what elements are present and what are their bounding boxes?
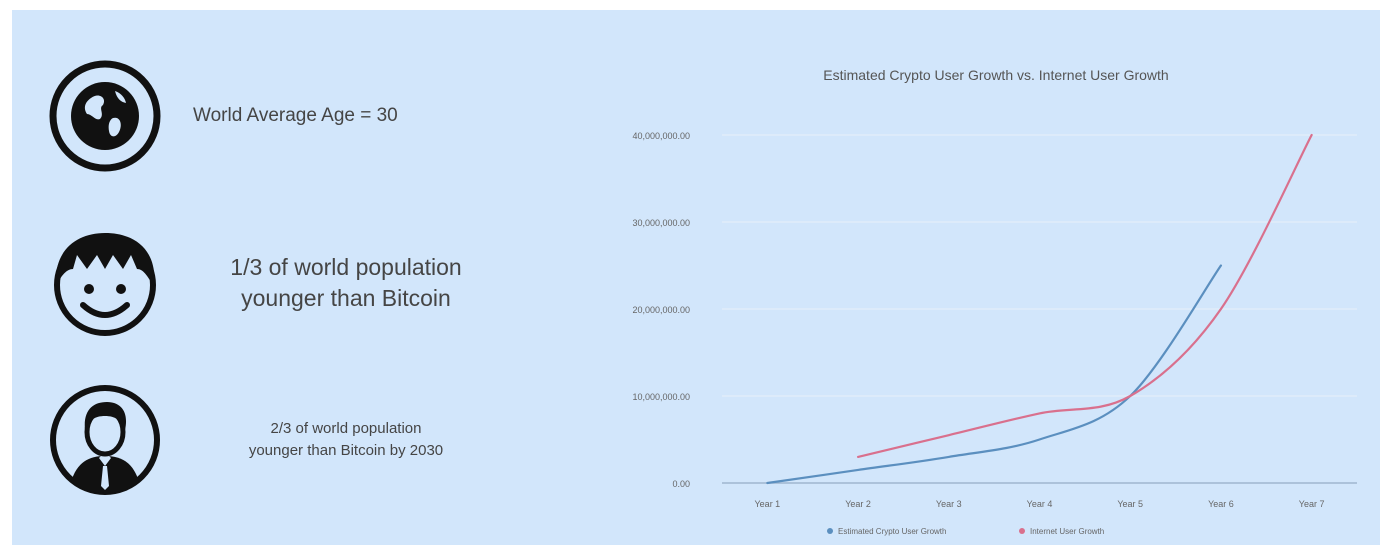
smiling-child-icon xyxy=(47,225,163,341)
growth-line-chart: Estimated Crypto User Growth vs. Interne… xyxy=(592,40,1380,545)
x-tick-label: Year 2 xyxy=(845,499,871,509)
younger-than-bitcoin-by-2030-text: 2/3 of world population younger than Bit… xyxy=(201,418,491,462)
y-tick-label: 20,000,000.00 xyxy=(632,305,690,315)
chart-series xyxy=(766,133,1313,485)
legend-marker xyxy=(827,528,833,534)
legend-marker xyxy=(1019,528,1025,534)
younger-than-bitcoin-line-1: 1/3 of world population xyxy=(230,254,462,280)
younger-than-bitcoin-line-2: younger than Bitcoin xyxy=(241,285,451,311)
globe-icon xyxy=(47,58,163,174)
stat-world-average-age: World Average Age = 30 xyxy=(47,58,398,174)
x-tick-label: Year 5 xyxy=(1117,499,1143,509)
person-in-suit-icon xyxy=(47,382,163,498)
chart-svg: Estimated Crypto User Growth vs. Interne… xyxy=(632,67,1357,536)
x-tick-label: Year 1 xyxy=(755,499,781,509)
x-tick-label: Year 6 xyxy=(1208,499,1234,509)
x-tick-label: Year 4 xyxy=(1027,499,1053,509)
younger-than-bitcoin-text: 1/3 of world population younger than Bit… xyxy=(201,252,491,314)
chart-title: Estimated Crypto User Growth vs. Interne… xyxy=(823,67,1168,83)
legend-label: Estimated Crypto User Growth xyxy=(838,527,946,536)
y-tick-label: 40,000,000.00 xyxy=(632,131,690,141)
y-tick-label: 0.00 xyxy=(672,479,690,489)
chart-axes: 0.00 10,000,000.00 20,000,000.00 30,000,000… xyxy=(632,131,1324,509)
y-tick-label: 30,000,000.00 xyxy=(632,218,690,228)
series-line-crypto xyxy=(766,264,1223,485)
stat-younger-than-bitcoin-by-2030: 2/3 of world population younger than Bit… xyxy=(47,382,491,498)
series-line-internet xyxy=(856,133,1313,458)
legend-label: Internet User Growth xyxy=(1030,527,1104,536)
chart-grid xyxy=(722,134,1357,484)
younger-by-2030-line-2: younger than Bitcoin by 2030 xyxy=(248,442,444,459)
younger-by-2030-line-1: 2/3 of world population xyxy=(270,420,422,437)
x-tick-label: Year 3 xyxy=(936,499,962,509)
x-tick-label: Year 7 xyxy=(1299,499,1325,509)
infographic-panel: World Average Age = 30 1/3 of world popu… xyxy=(12,10,1380,545)
stat-younger-than-bitcoin: 1/3 of world population younger than Bit… xyxy=(47,225,491,341)
world-average-age-text: World Average Age = 30 xyxy=(193,105,398,126)
chart-legend: Estimated Crypto User Growth Internet Use… xyxy=(827,527,1104,536)
y-tick-label: 10,000,000.00 xyxy=(632,392,690,402)
